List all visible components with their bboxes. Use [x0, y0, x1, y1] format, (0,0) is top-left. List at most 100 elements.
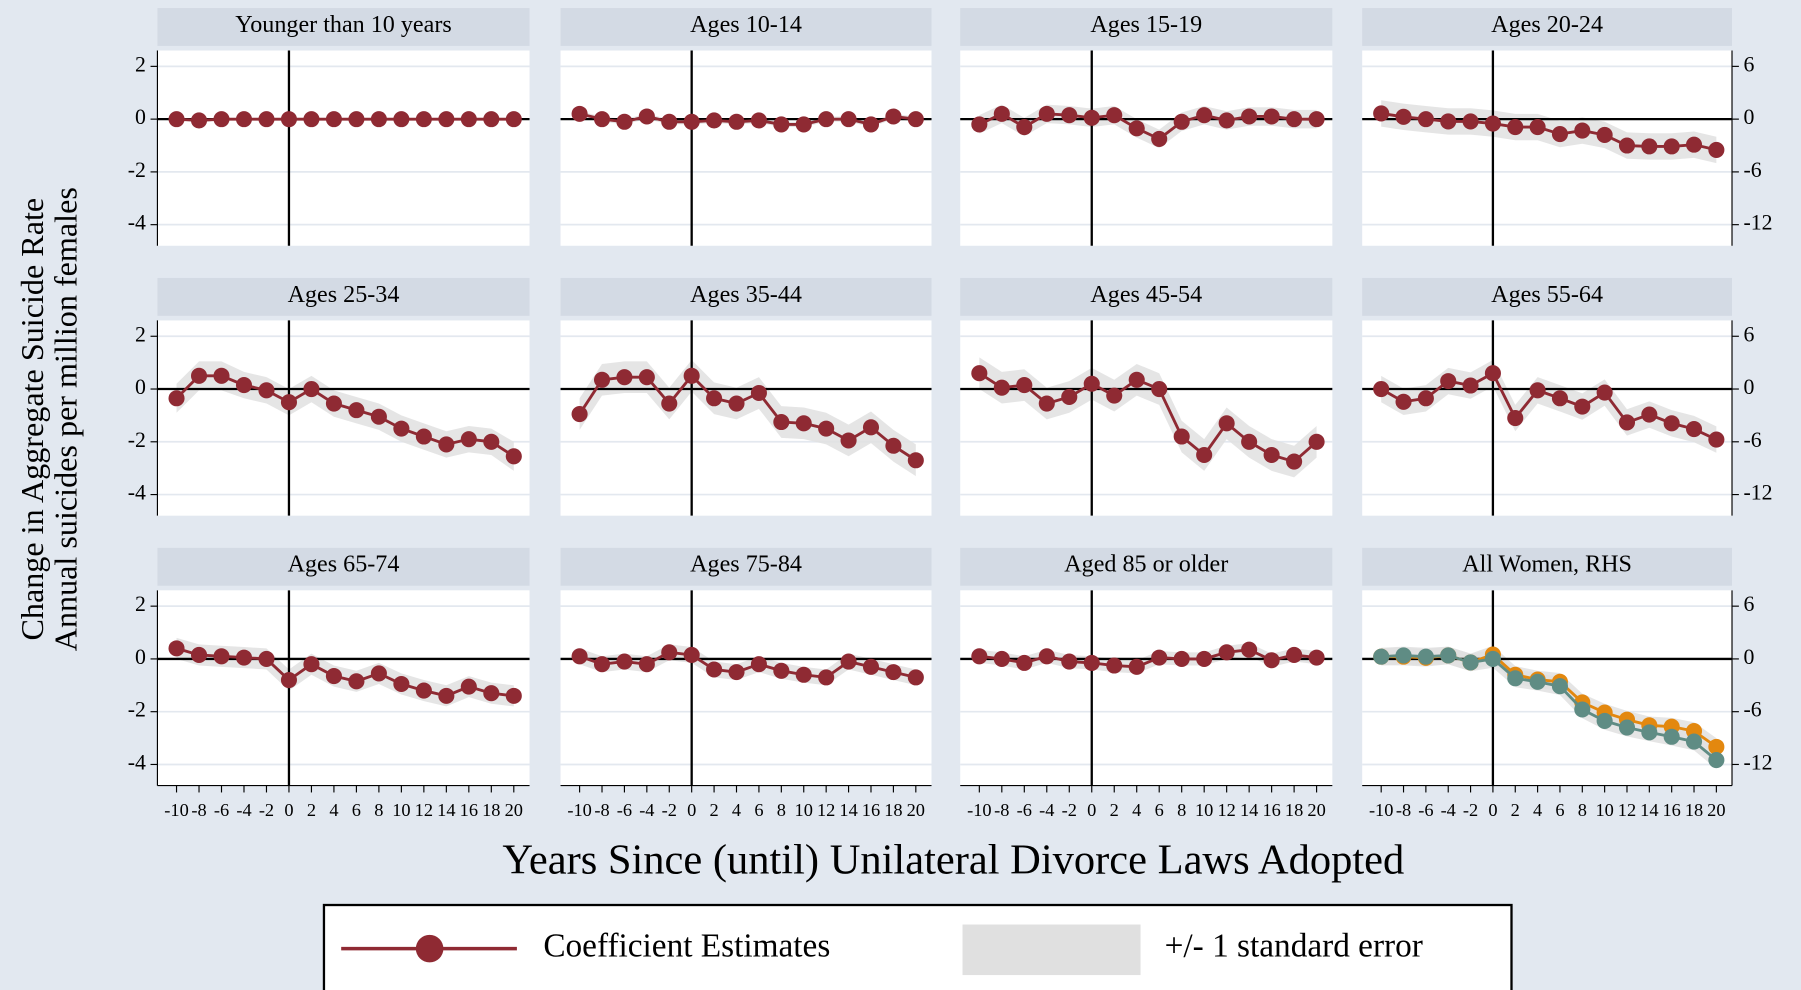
data-point	[1263, 652, 1280, 669]
y-tick-label: 2	[135, 592, 146, 616]
series-line	[176, 117, 514, 122]
panel: Ages 65-74-4-202-10 -8 -6 -4 -2 0 2 4 6 8 10 12 14 16…	[128, 547, 530, 820]
data-point	[1507, 410, 1524, 427]
x-tick-label: -8	[994, 800, 1009, 820]
panel-title: Ages 55-64	[1491, 282, 1603, 308]
series-line	[978, 371, 1318, 464]
panel: Ages 45-54	[960, 277, 1333, 516]
data-point	[1596, 126, 1613, 144]
legend-box	[322, 903, 1513, 990]
panel-strip	[1362, 8, 1733, 46]
data-point	[235, 649, 253, 666]
data-point	[885, 437, 902, 454]
data-point	[303, 380, 320, 398]
data-point	[1286, 453, 1303, 470]
data-point	[1308, 649, 1325, 666]
data-point	[1641, 138, 1658, 155]
data-point	[1038, 105, 1055, 122]
data-point	[1016, 377, 1033, 394]
data-point	[1641, 724, 1658, 741]
x-tick-label: 6	[1155, 800, 1164, 820]
data-point	[280, 394, 297, 411]
data-point	[1484, 650, 1501, 667]
x-tick-label: 20	[907, 800, 925, 820]
series-line	[175, 374, 515, 458]
data-point	[706, 661, 723, 678]
data-point	[638, 656, 655, 673]
legend: Coefficient Estimates +/- 1 standard err…	[322, 903, 1513, 990]
data-point	[1551, 126, 1568, 143]
legend-label: Coefficient Estimates	[543, 927, 830, 964]
data-point	[1241, 641, 1258, 658]
legend-swatch	[962, 924, 1141, 976]
x-tick-label: 16	[862, 800, 880, 820]
data-point	[1286, 111, 1303, 128]
data-point	[415, 111, 432, 128]
data-point	[907, 452, 924, 469]
data-point	[505, 687, 522, 704]
data-point	[971, 116, 988, 133]
x-tick-label: 6	[352, 800, 361, 820]
panel: Younger than 10 years -4 -2 0 2	[128, 8, 530, 246]
x-tick-label: 16	[460, 800, 478, 820]
data-point	[348, 673, 365, 690]
data-point	[750, 384, 767, 402]
data-point	[862, 658, 880, 675]
data-point	[795, 666, 812, 683]
data-point	[593, 111, 611, 128]
x-tick-label: 16	[1662, 800, 1680, 820]
data-point	[706, 112, 723, 129]
y-axis-title: Change in Aggregate Suicide Rate	[14, 198, 50, 641]
data-point	[773, 662, 790, 679]
data-point	[1061, 107, 1078, 124]
x-tick-label: 4	[1533, 800, 1542, 820]
x-tick-label: 18	[1285, 800, 1303, 820]
y-tick-label: 0	[1743, 105, 1754, 129]
data-point	[571, 105, 588, 122]
data-point	[1663, 415, 1680, 432]
data-point	[1286, 646, 1303, 664]
data-point	[571, 406, 588, 423]
data-point	[168, 390, 185, 407]
data-point	[993, 379, 1010, 396]
data-point	[1173, 113, 1190, 130]
data-point	[818, 669, 835, 686]
data-point	[862, 116, 880, 133]
data-point	[460, 678, 477, 695]
data-point	[1196, 650, 1213, 667]
panel: Ages 55-64 -12 -6 0 6	[1362, 277, 1773, 516]
data-point	[1038, 648, 1055, 665]
x-tick-label: -4	[236, 800, 251, 820]
x-tick-label: 12	[1217, 800, 1235, 820]
data-point	[190, 112, 208, 129]
data-point	[213, 367, 230, 384]
data-point	[840, 111, 857, 128]
error-band	[979, 357, 1317, 478]
x-tick-label: -8	[594, 800, 609, 820]
data-point	[1308, 111, 1325, 128]
panel-title: Ages 20-24	[1491, 12, 1603, 38]
data-point	[460, 111, 477, 128]
panel-strip	[560, 547, 932, 586]
data-point	[1083, 109, 1100, 126]
x-tick-label: 20	[505, 800, 523, 820]
x-tick-label: 8	[1177, 800, 1186, 820]
data-point	[280, 671, 297, 689]
data-point	[370, 665, 387, 682]
x-tick-label: 20	[1307, 800, 1325, 820]
data-point	[683, 113, 700, 130]
data-point	[1038, 395, 1055, 412]
panel-title: All Women, RHS	[1462, 552, 1632, 578]
data-point	[1083, 654, 1100, 671]
data-point	[325, 395, 342, 412]
data-point	[1685, 421, 1703, 438]
panel-title: Ages 15-19	[1090, 12, 1202, 38]
data-point	[1708, 141, 1725, 158]
x-axis-title: Years Since (until) Unilateral Divorce L…	[502, 836, 1404, 883]
data-point	[1529, 382, 1546, 399]
x-tick-label: -6	[1017, 800, 1032, 820]
data-point	[1373, 105, 1390, 122]
data-point	[616, 113, 633, 130]
panel-strip	[560, 8, 932, 46]
